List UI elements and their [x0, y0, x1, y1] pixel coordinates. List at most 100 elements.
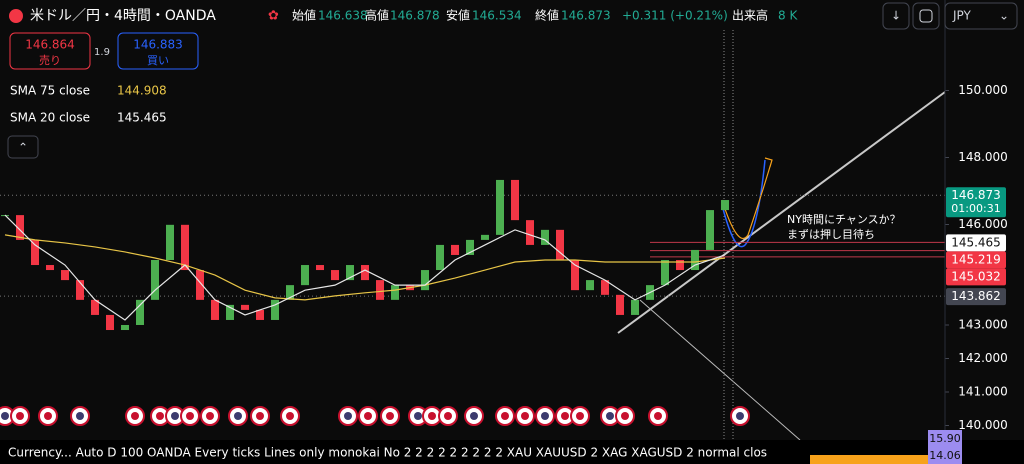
close: 146.873	[561, 9, 611, 23]
price-badge-text: 143.862	[951, 289, 1001, 303]
price-badge-text: 145.032	[951, 269, 1001, 283]
candle	[61, 270, 69, 281]
candle	[196, 270, 204, 300]
symbol: 米ドル／円・4時間・OANDA	[30, 8, 216, 24]
candle	[496, 179, 504, 235]
sell-label: 売り	[39, 54, 61, 67]
currency-select[interactable]	[944, 2, 1018, 30]
sma-line	[4, 214, 726, 321]
event-flag-dot	[286, 412, 294, 420]
candle	[16, 215, 24, 240]
fullscreen-icon	[919, 9, 933, 23]
candle	[451, 244, 459, 255]
event-flag-dot	[444, 412, 452, 420]
candle	[76, 280, 84, 300]
candle	[481, 234, 489, 240]
status-text: Currency... Auto D 100 OANDA Every ticks…	[8, 446, 767, 460]
orange-badge	[810, 455, 928, 464]
price-badge	[946, 288, 1006, 306]
event-flag-dot	[414, 412, 422, 420]
candle	[361, 265, 369, 281]
y-tick-label: 146.000	[958, 217, 1008, 231]
collapse-icon: ⌃	[18, 141, 28, 155]
fullscreen-button[interactable]	[912, 2, 940, 30]
candle	[391, 285, 399, 300]
event-flag-dot	[606, 412, 614, 420]
sma20-name: SMA 20 close	[10, 111, 90, 125]
price-badge	[946, 234, 1006, 252]
price-badge-time: 01:00:31	[951, 202, 1000, 215]
projection	[721, 159, 766, 248]
candle	[91, 299, 99, 315]
side-badge	[928, 447, 962, 464]
candle	[721, 200, 729, 211]
event-flag-dot	[234, 412, 242, 420]
y-tick-label: 150.000	[958, 83, 1008, 97]
event-flag-dot	[521, 412, 529, 420]
y-tick-label: 141.000	[958, 384, 1008, 398]
alert-icon[interactable]: ✿	[268, 9, 279, 24]
candle	[541, 229, 549, 245]
candle	[511, 179, 519, 221]
sma75-name: SMA 75 close	[10, 84, 90, 98]
event-flag-dot	[501, 412, 509, 420]
event-flag-dot	[736, 412, 744, 420]
annotation: NY時間にチャンスか？	[787, 213, 901, 226]
sell-button[interactable]	[9, 32, 91, 70]
candle	[46, 265, 54, 271]
event-flag-dot	[576, 412, 584, 420]
price-badge	[946, 187, 1006, 218]
candle	[421, 270, 429, 291]
candle	[586, 280, 594, 291]
event-flag-dot	[171, 412, 179, 420]
candle	[226, 304, 234, 320]
candle	[256, 309, 264, 320]
candle	[271, 299, 279, 320]
projection	[721, 157, 773, 240]
high: 146.878	[390, 9, 440, 23]
dropdown-arrow: ⌄	[999, 9, 1009, 23]
candle	[691, 249, 699, 271]
candle	[466, 239, 474, 255]
event-flag-dot	[256, 412, 264, 420]
y-tick-label: 148.000	[958, 150, 1008, 164]
sma20-value: 145.465	[117, 111, 167, 125]
buy-price: 146.883	[133, 38, 183, 52]
candle	[346, 265, 354, 281]
y-tick-label: 143.000	[958, 317, 1008, 331]
side-badge	[928, 430, 962, 447]
open: 146.638	[318, 9, 368, 23]
volume: 8 K	[778, 9, 798, 23]
candle	[661, 260, 669, 286]
y-tick-label: 142.000	[958, 351, 1008, 365]
candle	[211, 299, 219, 320]
buy-button[interactable]	[117, 32, 199, 70]
symbol-icon	[9, 9, 23, 23]
sell-price: 146.864	[25, 38, 75, 52]
price-badge-text: 146.873	[951, 188, 1001, 202]
y-tick-label: 140.000	[958, 418, 1008, 432]
trend-line	[639, 299, 801, 441]
candle	[436, 244, 444, 271]
candle	[676, 260, 684, 271]
buy-label: 買い	[147, 54, 169, 67]
candle	[286, 285, 294, 300]
event-flag-dot	[364, 412, 372, 420]
candle	[121, 324, 129, 331]
event-flag-dot	[206, 412, 214, 420]
candle	[301, 265, 309, 286]
candle	[526, 220, 534, 245]
event-flag-dot	[1, 412, 9, 420]
candle	[316, 265, 324, 271]
candle	[241, 304, 249, 310]
event-flag-dot	[621, 412, 629, 420]
collapse-button[interactable]	[7, 135, 39, 159]
candle	[601, 280, 609, 295]
candle	[571, 260, 579, 291]
candle	[556, 229, 564, 260]
download-button[interactable]	[882, 2, 910, 30]
candle	[331, 270, 339, 281]
price-badge-text: 145.219	[951, 252, 1001, 266]
